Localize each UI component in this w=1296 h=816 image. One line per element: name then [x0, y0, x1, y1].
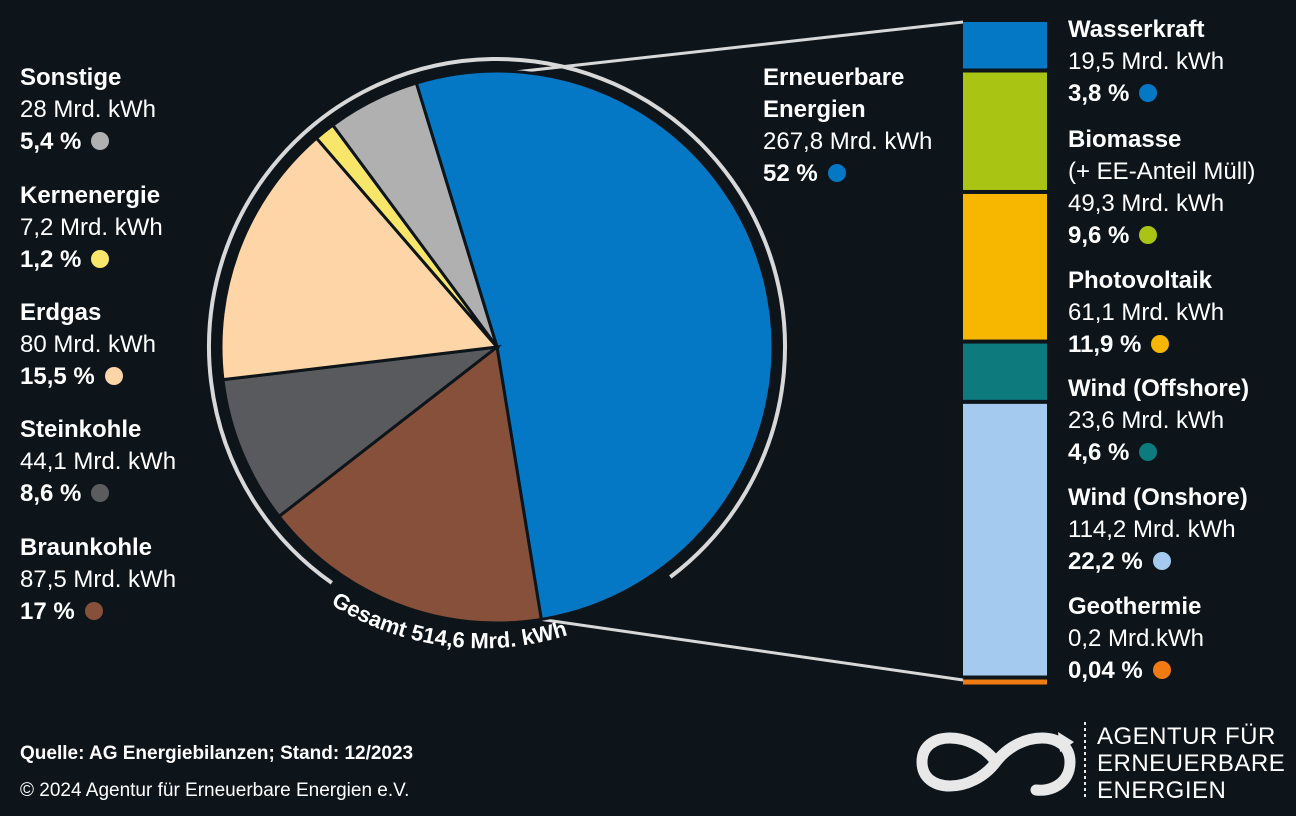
segment-percent: 3,8 %: [1068, 80, 1130, 107]
segment-percent: 9,6 %: [1068, 222, 1130, 249]
slice-label-kernenergie: Kernenergie 7,2 Mrd. kWh 1,2 %: [20, 180, 163, 276]
logo-line-2: ERNEUERBARE: [1097, 750, 1286, 777]
segment-dot: [1151, 335, 1170, 354]
segment-name: Geothermie: [1068, 593, 1202, 620]
slice-name: Sonstige: [20, 64, 122, 91]
segment-dot: [1139, 443, 1158, 462]
slice-amount: 28 Mrd. kWh: [20, 96, 157, 123]
segment-name: Wind (Offshore): [1068, 375, 1250, 402]
slice-name: Erdgas: [20, 299, 102, 326]
segment-dot: [1139, 226, 1158, 245]
slice-dot: [91, 484, 110, 503]
pie-slice-braunkohle: [276, 344, 544, 625]
segment-percent: 4,6 %: [1068, 439, 1130, 466]
connector-bottom: [541, 617, 964, 682]
slice-dot: [104, 367, 123, 386]
bar-segment-wind-onshore: [963, 403, 1047, 676]
segment-amount: 23,6 Mrd. kWh: [1068, 407, 1225, 434]
infinity-arrow-head: [1058, 732, 1074, 752]
pie-slice-steinkohle: [221, 344, 503, 519]
slice-percent: 5,4 %: [20, 128, 82, 155]
pie-outer-ring: [207, 57, 787, 585]
bar-segment-wasserkraft: [963, 22, 1047, 69]
renewable-name: Erneuerbare Energien: [763, 64, 905, 123]
slice-amount: 7,2 Mrd. kWh: [20, 214, 163, 241]
pie-slice-sonstige: [330, 81, 499, 348]
slice-percent: 17 %: [20, 598, 75, 625]
segment-label-photovoltaik: Photovoltaik 61,1 Mrd. kWh 11,9 %: [1068, 265, 1224, 361]
slice-label-erdgas: Erdgas 80 Mrd. kWh 15,5 %: [20, 297, 156, 393]
slice-label-braunkohle: Braunkohle 87,5 Mrd. kWh 17 %: [20, 532, 176, 628]
segment-amount: 49,3 Mrd. kWh: [1068, 190, 1225, 217]
slice-percent: 8,6 %: [20, 480, 82, 507]
slice-label-steinkohle: Steinkohle 44,1 Mrd. kWh 8,6 %: [20, 414, 176, 510]
bar-segment-biomasse: [963, 72, 1047, 190]
bar-segment-photovoltaik: [963, 193, 1047, 340]
renewable-percent: 52 %: [763, 160, 818, 187]
renewable-amount: 267,8 Mrd. kWh: [763, 128, 933, 155]
slice-amount: 87,5 Mrd. kWh: [20, 566, 177, 593]
slice-dot: [91, 132, 110, 151]
logo-line-1: AGENTUR FÜR: [1097, 723, 1276, 750]
renewable-dot: [827, 164, 846, 183]
slice-dot: [91, 250, 110, 269]
segment-name: Wind (Onshore): [1068, 484, 1248, 511]
slice-percent: 1,2 %: [20, 246, 82, 273]
segment-amount: 61,1 Mrd. kWh: [1068, 299, 1225, 326]
slice-name: Braunkohle: [20, 534, 153, 561]
segment-amount: 114,2 Mrd. kWh: [1068, 516, 1236, 543]
segment-sub: (+ EE-Anteil Müll): [1068, 158, 1256, 185]
segment-percent: 22,2 %: [1068, 548, 1143, 575]
segment-dot: [1152, 661, 1171, 680]
logo-text: AGENTUR FÜR ERNEUERBARE ENERGIEN: [1097, 723, 1285, 804]
segment-name: Biomasse: [1068, 126, 1182, 153]
segment-label-biomasse: Biomasse (+ EE-Anteil Müll) 49,3 Mrd. kWh 9…: [1068, 124, 1255, 252]
segment-label-wind-onshore: Wind (Onshore) 114,2 Mrd. kWh 22,2 %: [1068, 482, 1248, 578]
slice-label-sonstige: Sonstige 28 Mrd. kWh 5,4 %: [20, 62, 156, 158]
segment-amount: 19,5 Mrd. kWh: [1068, 48, 1225, 75]
bar-segment-geothermie: [963, 679, 1047, 685]
bar-segment-wind-offshore: [963, 343, 1047, 400]
slice-percent: 15,5 %: [20, 363, 95, 390]
slice-amount: 80 Mrd. kWh: [20, 331, 157, 358]
source-note: Quelle: AG Energiebilanzen; Stand: 12/20…: [20, 743, 414, 764]
segment-name: Wasserkraft: [1068, 16, 1205, 43]
logo-line-3: ENERGIEN: [1097, 777, 1227, 804]
segment-name: Photovoltaik: [1068, 267, 1213, 294]
pie-slice-erneuerbare-energien: [414, 69, 775, 622]
segment-percent: 11,9 %: [1068, 331, 1142, 358]
slice-name: Kernenergie: [20, 182, 161, 209]
segment-label-wasserkraft: Wasserkraft 19,5 Mrd. kWh 3,8 %: [1068, 14, 1224, 110]
segment-percent: 0,04 %: [1068, 657, 1143, 684]
segment-dot: [1139, 84, 1158, 103]
slice-name: Steinkohle: [20, 416, 142, 443]
slice-dot: [84, 602, 103, 621]
copyright-note: © 2024 Agentur für Erneuerbare Energien …: [20, 780, 410, 801]
segment-label-geothermie: Geothermie 0,2 Mrd.kWh 0,04 %: [1068, 591, 1204, 687]
segment-label-wind-offshore: Wind (Offshore) 23,6 Mrd. kWh 4,6 %: [1068, 373, 1249, 469]
slice-amount: 44,1 Mrd. kWh: [20, 448, 177, 475]
slice-label-erneuerbare: Erneuerbare Energien 267,8 Mrd. kWh 52 %: [763, 62, 963, 190]
infinity-arrow-icon: [916, 732, 1076, 796]
segment-amount: 0,2 Mrd.kWh: [1068, 625, 1205, 652]
segment-dot: [1152, 552, 1171, 571]
pie-slice-erdgas: [219, 136, 500, 382]
